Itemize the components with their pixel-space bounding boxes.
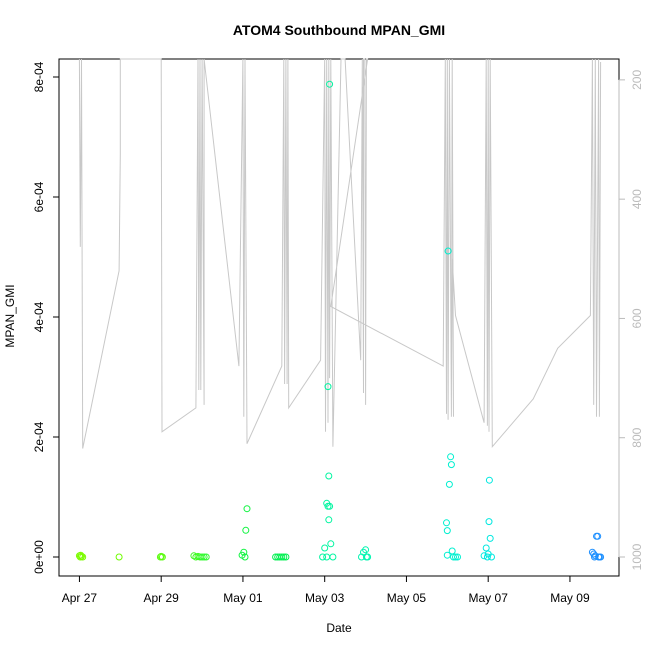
data-point	[480, 552, 488, 560]
pressure-layer	[78, 58, 602, 449]
pressure-trace-line	[78, 58, 602, 449]
data-point	[594, 532, 602, 540]
data-point	[325, 472, 333, 480]
data-point	[445, 480, 453, 488]
data-point	[202, 553, 210, 561]
data-point	[77, 551, 85, 559]
data-point	[444, 247, 452, 255]
data-point	[79, 553, 87, 561]
data-point	[447, 453, 455, 461]
data-point	[243, 505, 251, 513]
data-point	[483, 553, 491, 561]
data-point	[452, 553, 459, 561]
data-point	[450, 553, 457, 561]
chart-title: ATOM4 Southbound MPAN_GMI	[233, 22, 445, 38]
x-tick-label: May 07	[469, 591, 509, 605]
data-point	[323, 553, 331, 561]
data-point	[278, 553, 286, 561]
points-layer	[75, 80, 605, 561]
data-point	[198, 553, 206, 561]
x-tick-label: May 01	[223, 591, 263, 605]
data-point	[448, 547, 456, 555]
data-point	[443, 551, 451, 559]
data-point	[242, 526, 250, 534]
data-point	[590, 550, 598, 558]
data-point	[156, 553, 164, 561]
x-axis-label: Date	[326, 621, 352, 635]
data-point	[241, 553, 249, 561]
x-tick-label: May 09	[550, 591, 590, 605]
data-point	[364, 553, 372, 561]
y-tick-label: 6e-04	[32, 181, 46, 212]
right-tick-label: 800	[630, 427, 644, 447]
data-point	[325, 516, 333, 524]
right-tick-label: 200	[630, 70, 644, 90]
data-point	[443, 519, 450, 527]
data-point	[326, 502, 334, 510]
x-tick-label: Apr 29	[144, 591, 180, 605]
y-tick-label: 0e+00	[32, 540, 46, 574]
data-point	[485, 518, 493, 526]
right-tick-label: 1000	[630, 543, 644, 570]
y-axis-label: MPAN_GMI	[3, 284, 17, 347]
data-point	[240, 548, 248, 556]
right-tick-label: 400	[630, 189, 644, 209]
data-point	[454, 553, 461, 561]
y-axis: 0e+00 2e-04 4e-04 6e-04 8e-04	[32, 61, 60, 574]
data-point	[200, 553, 208, 561]
y-tick-label: 2e-04	[32, 421, 46, 452]
data-point	[158, 553, 166, 561]
data-point	[319, 553, 327, 561]
data-point	[488, 553, 495, 561]
data-point	[329, 553, 337, 561]
data-point	[447, 461, 455, 469]
x-tick-label: May 03	[305, 591, 345, 605]
data-point	[591, 552, 599, 560]
data-point	[597, 553, 605, 561]
data-point	[282, 553, 290, 561]
x-tick-label: Apr 27	[62, 591, 98, 605]
data-point	[327, 540, 335, 548]
data-point	[280, 553, 288, 561]
right-axis: 200 400 600 800 1000	[618, 70, 644, 570]
data-point	[482, 544, 490, 552]
data-point	[324, 383, 332, 391]
data-point	[443, 527, 451, 535]
data-point	[485, 476, 493, 484]
right-tick-label: 600	[630, 308, 644, 328]
x-tick-label: May 05	[387, 591, 427, 605]
data-point	[321, 544, 329, 552]
y-tick-label: 4e-04	[32, 301, 46, 332]
data-point	[486, 534, 494, 542]
data-point	[115, 553, 123, 561]
x-axis: Apr 27 Apr 29 May 01 May 03 May 05 May 07 May …	[62, 575, 590, 605]
data-point	[326, 80, 334, 88]
y-tick-label: 8e-04	[32, 61, 46, 92]
data-point	[362, 546, 370, 554]
